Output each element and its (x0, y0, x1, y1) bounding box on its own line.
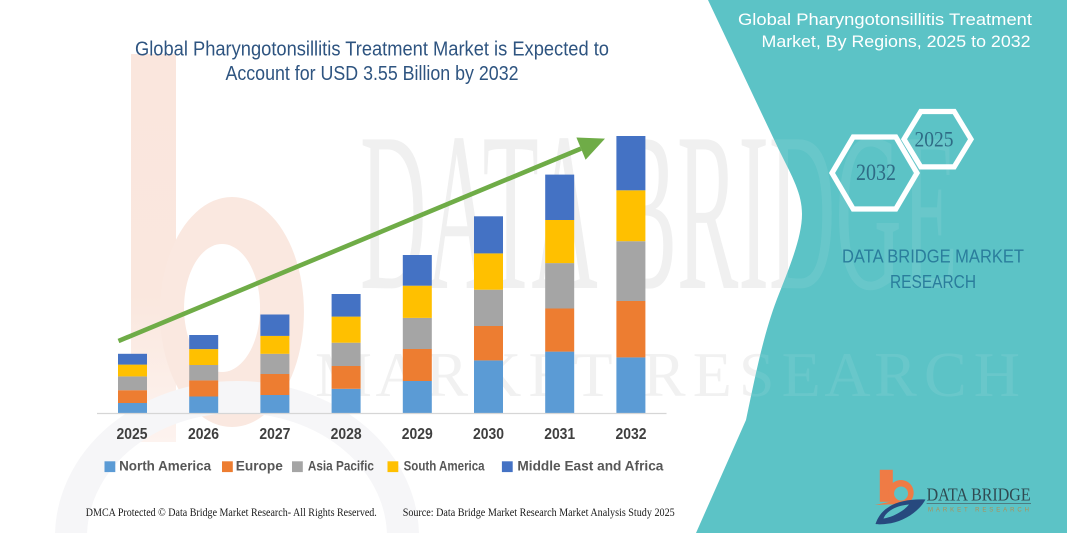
svg-text:2029: 2029 (402, 426, 433, 443)
svg-text:2028: 2028 (331, 426, 362, 443)
svg-text:RESEARCH: RESEARCH (890, 272, 976, 292)
svg-text:2025: 2025 (117, 426, 148, 443)
svg-text:DATA BRIDGE MARKET: DATA BRIDGE MARKET (842, 246, 1024, 266)
svg-text:MARKET RESEARCH: MARKET RESEARCH (928, 508, 1029, 514)
svg-text:2030: 2030 (473, 426, 504, 443)
svg-text:2032: 2032 (856, 160, 896, 185)
svg-text:South America: South America (404, 458, 485, 474)
svg-text:Europe: Europe (236, 458, 283, 474)
svg-text:Middle East and Africa: Middle East and Africa (517, 458, 663, 474)
svg-text:DMCA Protected © Data Bridge M: DMCA Protected © Data Bridge Market Rese… (86, 507, 377, 519)
svg-text:2032: 2032 (616, 426, 647, 443)
svg-text:DATA BRIDGE: DATA BRIDGE (927, 485, 1031, 505)
svg-text:Global Pharyngotonsillitis Tre: Global Pharyngotonsillitis Treatment (738, 11, 1032, 29)
svg-text:Account for USD 3.55 Billion b: Account for USD 3.55 Billion by 2032 (226, 63, 519, 85)
svg-text:North America: North America (119, 458, 211, 474)
svg-text:2027: 2027 (259, 426, 290, 443)
svg-text:2026: 2026 (188, 426, 219, 443)
svg-text:2025: 2025 (915, 127, 954, 152)
svg-text:Asia Pacific: Asia Pacific (308, 458, 374, 474)
svg-text:Market, By Regions, 2025 to 20: Market, By Regions, 2025 to 2032 (762, 33, 1031, 51)
svg-text:Source: Data Bridge Market Res: Source: Data Bridge Market Research Mark… (403, 507, 675, 519)
svg-text:Global Pharyngotonsillitis Tre: Global Pharyngotonsillitis Treatment Mar… (135, 39, 609, 61)
svg-text:2031: 2031 (544, 426, 575, 443)
